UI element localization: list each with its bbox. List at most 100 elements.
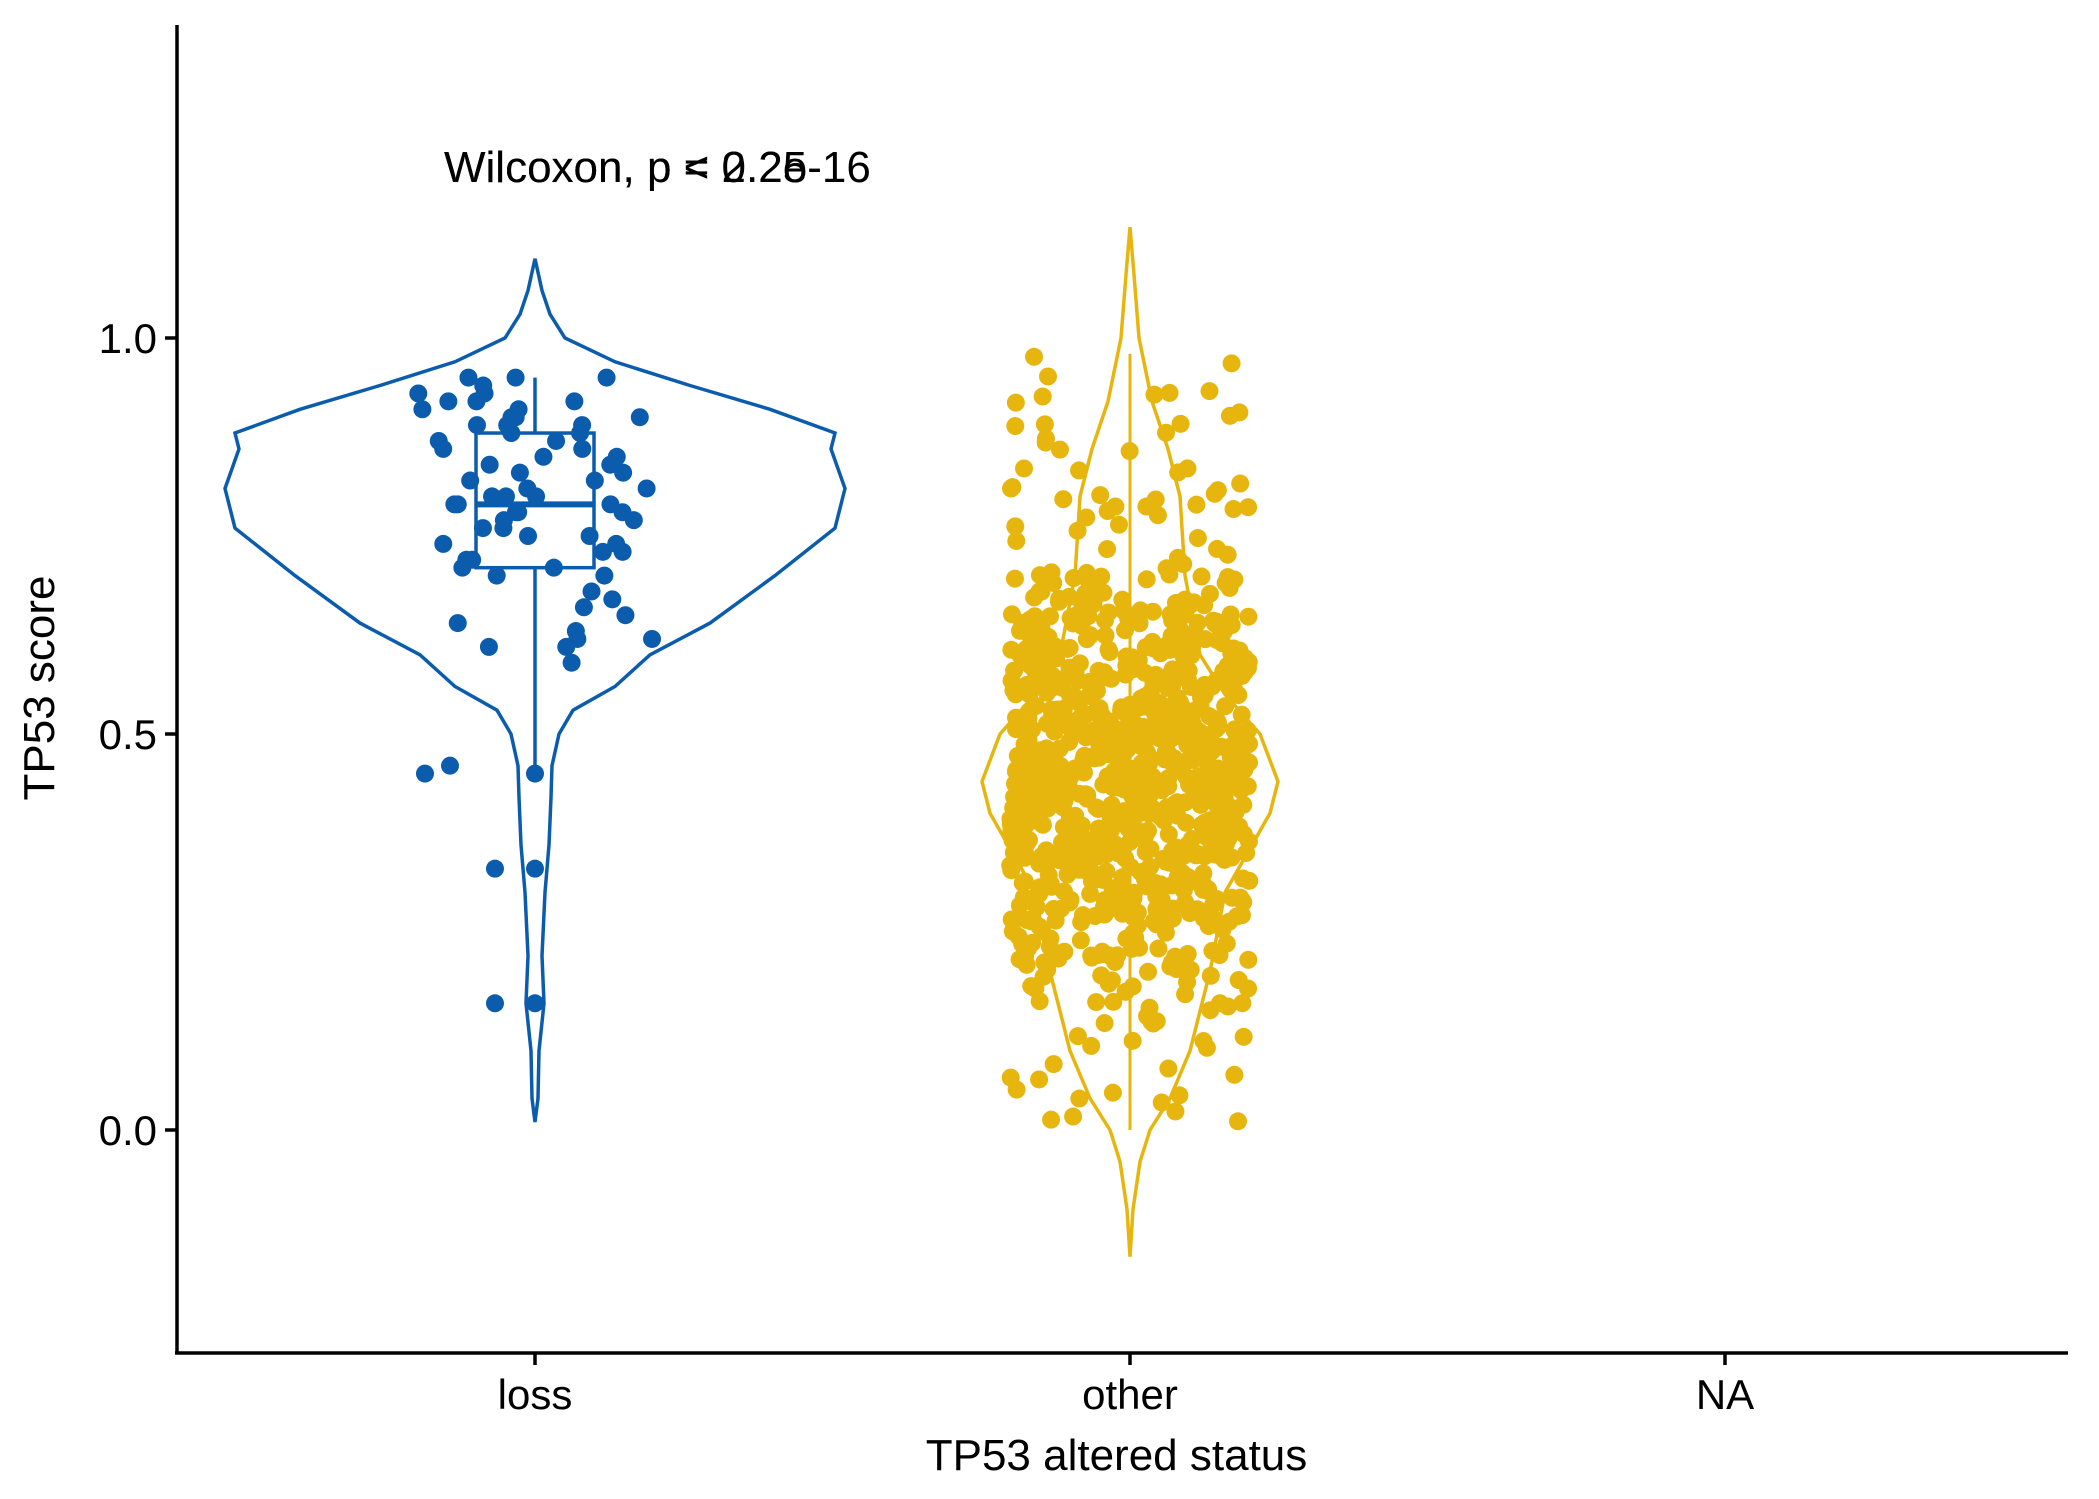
data-point-other [1068,1027,1087,1046]
box-loss [474,431,596,570]
data-point-other [1143,632,1162,651]
data-point-other [1004,681,1023,700]
data-point-other [1206,912,1225,931]
data-point-other [1030,566,1049,585]
data-point-loss [518,479,537,498]
data-point-other [1099,640,1118,659]
data-point-other [1149,939,1168,958]
data-point-other [1197,822,1216,841]
data-point-other [1036,433,1055,452]
wilcoxon-annotation-1: Wilcoxon, p < 2.2e-16 [444,143,871,192]
data-point-other [1159,1059,1178,1078]
data-point-other [1054,490,1073,509]
data-point-loss [544,558,563,577]
data-point-other [1215,790,1234,809]
data-point-other [1055,709,1074,728]
data-point-other [1018,644,1037,663]
data-point-other [1231,474,1250,493]
data-point-other [1158,668,1177,687]
data-point-other [1124,660,1143,679]
data-point-loss [479,637,498,656]
data-point-other [1117,929,1136,948]
data-point-other [1044,899,1063,918]
data-point-other [1071,824,1090,843]
data-point-loss [429,431,448,450]
data-point-other [1221,605,1240,624]
data-point-loss [457,550,476,569]
data-point-other [1009,927,1028,946]
data-point-other [1095,611,1114,630]
data-point-other [1119,609,1138,628]
data-point-loss [510,463,529,482]
data-point-other [1098,540,1117,559]
data-point-other [1030,917,1049,936]
data-point-other [1015,459,1034,478]
data-point-loss [483,487,502,506]
data-point-other [1123,1031,1142,1050]
data-point-other [1162,876,1181,895]
data-point-other [1234,795,1253,814]
data-point-other [1131,863,1150,882]
data-point-loss [474,376,493,395]
data-point-other [1075,746,1094,765]
data-point-other [1005,569,1024,588]
data-point-other [1125,883,1144,902]
data-point-loss [630,408,649,427]
data-point-other [1002,861,1021,880]
data-point-loss [547,431,566,450]
data-point-other [1019,731,1038,750]
data-point-other [1218,568,1237,587]
data-point-other [1139,729,1158,748]
data-point-other [1032,582,1051,601]
data-point-other [1225,1065,1244,1084]
data-point-other [1137,570,1156,589]
data-point-other [1222,848,1241,867]
data-point-other [1232,705,1251,724]
x-tick-label: NA [1696,1371,1754,1418]
data-point-other [1070,461,1089,480]
data-point-other [1168,548,1187,567]
data-point-other [1035,415,1054,434]
data-point-other [1070,860,1089,879]
data-point-other [1221,747,1240,766]
data-point-loss [413,400,432,419]
data-point-other [1071,931,1090,950]
wilcoxon-annotation-2: Wilcoxon, p = 0.25 [444,143,807,192]
data-point-other [1225,813,1244,832]
data-point-loss [574,598,593,617]
data-point-loss [486,994,504,1013]
data-point-loss [526,764,544,783]
data-point-other [1038,367,1057,386]
data-point-other [1218,997,1237,1016]
data-point-other [1108,946,1127,965]
data-point-other [1160,383,1179,402]
data-point-other [1147,915,1166,934]
data-point-other [1006,393,1025,412]
data-point-other [1143,602,1162,621]
data-point-other [1068,521,1087,540]
data-point-loss [509,503,528,522]
data-point-other [1014,888,1033,907]
data-point-other [1141,682,1160,701]
violin-loss [223,258,847,1123]
data-point-other [1070,1089,1089,1108]
data-point-other [1018,749,1037,768]
data-point-loss [595,566,614,585]
data-point-other [1102,669,1121,688]
data-point-other [1003,831,1022,850]
data-point-other [1188,529,1207,548]
data-point-other [1145,385,1164,404]
data-point-loss [434,534,453,553]
data-point-other [1003,478,1022,497]
data-point-loss [614,463,633,482]
data-point-other [1238,777,1257,796]
data-point-loss [416,764,434,783]
data-point-other [1013,874,1032,893]
data-point-other [1171,414,1190,433]
data-point-other [1138,821,1157,840]
data-point-other [1096,626,1115,645]
data-point-other [1139,962,1158,981]
data-point-other [1156,423,1175,442]
data-point-other [1047,780,1066,799]
y-tick-label: 0.5 [99,711,157,758]
